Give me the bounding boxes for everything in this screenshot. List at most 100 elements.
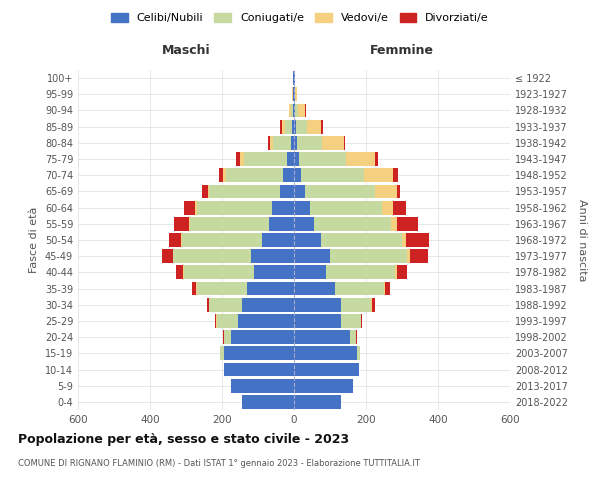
Bar bbox=[173, 250, 251, 263]
Bar bbox=[326, 266, 395, 280]
Bar bbox=[285, 120, 292, 134]
Bar bbox=[197, 282, 247, 296]
Bar bbox=[294, 266, 326, 280]
Bar bbox=[295, 88, 297, 101]
Bar bbox=[289, 104, 291, 118]
Bar bbox=[307, 120, 321, 134]
Bar bbox=[262, 233, 294, 247]
Bar bbox=[391, 217, 397, 230]
Bar bbox=[273, 136, 291, 149]
Bar bbox=[224, 362, 294, 376]
Bar bbox=[310, 200, 382, 214]
Bar bbox=[356, 330, 357, 344]
Bar bbox=[251, 250, 294, 263]
Bar bbox=[375, 184, 397, 198]
Bar bbox=[224, 330, 231, 344]
Bar bbox=[182, 233, 262, 247]
Bar bbox=[242, 298, 294, 312]
Bar bbox=[397, 266, 407, 280]
Bar bbox=[226, 168, 283, 182]
Bar bbox=[294, 120, 296, 134]
Bar bbox=[294, 88, 295, 101]
Bar bbox=[231, 330, 294, 344]
Bar bbox=[209, 184, 280, 198]
Bar bbox=[357, 346, 360, 360]
Bar bbox=[216, 314, 217, 328]
Bar bbox=[361, 314, 362, 328]
Bar bbox=[294, 250, 330, 263]
Bar bbox=[385, 282, 391, 296]
Bar bbox=[282, 120, 285, 134]
Bar bbox=[294, 314, 341, 328]
Bar bbox=[169, 233, 181, 247]
Bar bbox=[240, 152, 244, 166]
Bar bbox=[223, 168, 226, 182]
Bar bbox=[181, 233, 182, 247]
Y-axis label: Fasce di età: Fasce di età bbox=[29, 207, 39, 273]
Bar bbox=[238, 314, 294, 328]
Bar bbox=[184, 200, 195, 214]
Bar bbox=[305, 104, 306, 118]
Bar bbox=[297, 136, 322, 149]
Bar bbox=[207, 298, 209, 312]
Bar bbox=[294, 104, 295, 118]
Bar bbox=[224, 346, 294, 360]
Bar bbox=[244, 152, 287, 166]
Bar bbox=[219, 168, 223, 182]
Bar bbox=[335, 282, 384, 296]
Bar bbox=[296, 120, 307, 134]
Bar bbox=[295, 104, 298, 118]
Bar bbox=[236, 152, 240, 166]
Bar bbox=[341, 314, 361, 328]
Bar bbox=[174, 217, 188, 230]
Bar bbox=[384, 282, 385, 296]
Bar bbox=[330, 250, 407, 263]
Bar bbox=[402, 233, 406, 247]
Bar bbox=[301, 168, 364, 182]
Bar bbox=[242, 395, 294, 409]
Bar bbox=[375, 152, 378, 166]
Bar bbox=[294, 168, 301, 182]
Bar bbox=[299, 152, 346, 166]
Bar bbox=[397, 217, 418, 230]
Bar bbox=[397, 184, 400, 198]
Bar bbox=[292, 88, 293, 101]
Bar bbox=[294, 282, 335, 296]
Bar bbox=[294, 395, 341, 409]
Bar bbox=[371, 298, 372, 312]
Bar bbox=[393, 168, 398, 182]
Bar bbox=[382, 200, 393, 214]
Bar bbox=[254, 266, 294, 280]
Bar bbox=[321, 120, 323, 134]
Bar bbox=[322, 136, 344, 149]
Bar bbox=[269, 136, 273, 149]
Bar bbox=[321, 233, 402, 247]
Bar bbox=[406, 233, 429, 247]
Bar bbox=[268, 136, 269, 149]
Bar bbox=[162, 250, 173, 263]
Bar bbox=[410, 250, 428, 263]
Bar bbox=[364, 168, 393, 182]
Text: COMUNE DI RIGNANO FLAMINIO (RM) - Dati ISTAT 1° gennaio 2023 - Elaborazione TUTT: COMUNE DI RIGNANO FLAMINIO (RM) - Dati I… bbox=[18, 459, 420, 468]
Bar bbox=[294, 379, 353, 392]
Y-axis label: Anni di nascita: Anni di nascita bbox=[577, 198, 587, 281]
Bar bbox=[272, 200, 294, 214]
Bar bbox=[231, 379, 294, 392]
Bar bbox=[280, 120, 282, 134]
Bar bbox=[176, 266, 184, 280]
Bar bbox=[291, 136, 294, 149]
Bar bbox=[305, 184, 375, 198]
Bar bbox=[292, 120, 294, 134]
Bar bbox=[291, 104, 293, 118]
Bar bbox=[217, 314, 238, 328]
Text: Maschi: Maschi bbox=[161, 44, 211, 57]
Bar bbox=[193, 282, 196, 296]
Bar bbox=[298, 104, 305, 118]
Bar bbox=[293, 104, 294, 118]
Bar bbox=[294, 152, 299, 166]
Bar bbox=[220, 346, 224, 360]
Bar bbox=[294, 200, 310, 214]
Bar bbox=[407, 250, 410, 263]
Text: Popolazione per età, sesso e stato civile - 2023: Popolazione per età, sesso e stato civil… bbox=[18, 432, 349, 446]
Bar bbox=[350, 330, 356, 344]
